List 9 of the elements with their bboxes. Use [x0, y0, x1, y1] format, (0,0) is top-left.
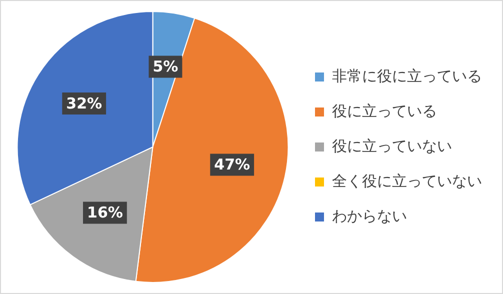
- data-label: 32%: [66, 94, 102, 112]
- data-label: 47%: [214, 156, 250, 174]
- legend-label: 非常に役に立っている: [332, 66, 482, 85]
- legend-label: 全く役に立っていない: [332, 172, 482, 190]
- legend-label: 役に立っていない: [332, 136, 452, 155]
- data-label: 16%: [87, 204, 123, 222]
- legend-label: わからない: [332, 206, 407, 225]
- legend-label: 役に立っている: [332, 102, 437, 120]
- data-label: 5%: [152, 58, 178, 76]
